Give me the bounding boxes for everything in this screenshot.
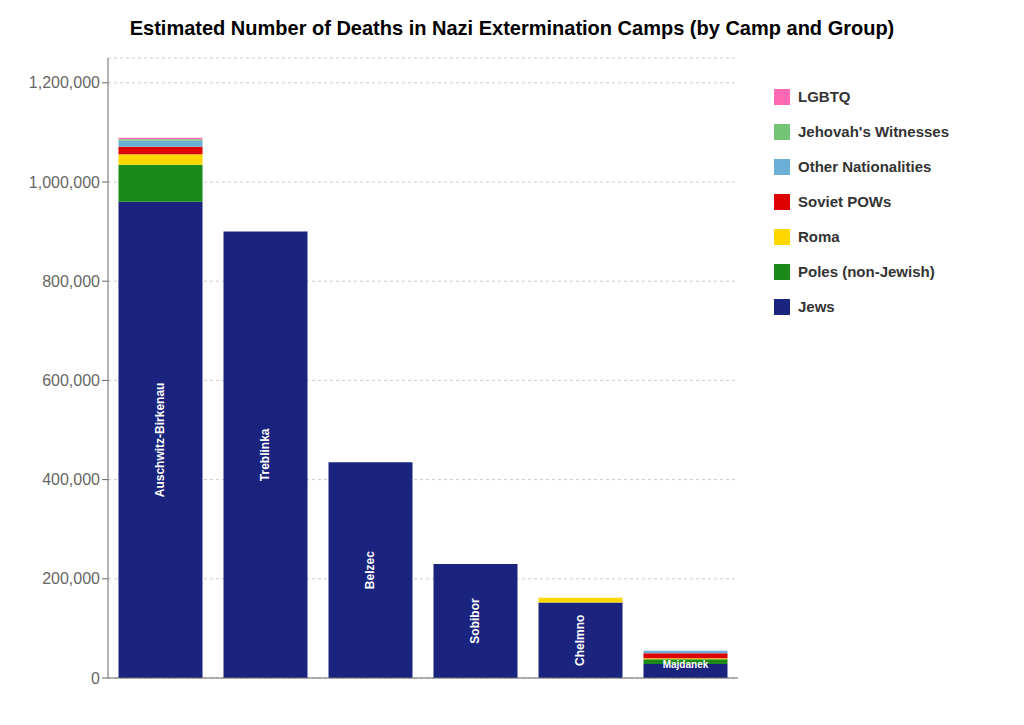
html-text:Jews: Jews bbox=[798, 298, 835, 315]
svg-text:600,000: 600,000 bbox=[42, 372, 100, 389]
html-text:Other Nationalities: Other Nationalities bbox=[798, 158, 932, 175]
svg-text:Auschwitz-Birkenau: Auschwitz-Birkenau bbox=[154, 383, 168, 498]
html-text:Poles (non-Jewish): Poles (non-Jewish) bbox=[798, 263, 935, 280]
html-text:LGBTQ: LGBTQ bbox=[798, 88, 851, 105]
html-text:Estimated Number of Deaths in: Estimated Number of Deaths in Nazi Exter… bbox=[129, 17, 895, 39]
html-text:Soviet POWs: Soviet POWs bbox=[798, 193, 892, 210]
svg-text:0: 0 bbox=[91, 670, 100, 687]
svg-text:Chelmno: Chelmno bbox=[574, 615, 588, 666]
svg-text:Majdanek: Majdanek bbox=[663, 659, 709, 670]
svg-text:1,200,000: 1,200,000 bbox=[29, 74, 100, 91]
html-text:Roma: Roma bbox=[798, 228, 840, 245]
html-text:Jehovah's Witnesses: Jehovah's Witnesses bbox=[798, 123, 949, 140]
svg-text:400,000: 400,000 bbox=[42, 471, 100, 488]
svg-text:800,000: 800,000 bbox=[42, 273, 100, 290]
svg-text:Treblinka: Treblinka bbox=[259, 428, 273, 481]
svg-text:Belzec: Belzec bbox=[364, 551, 378, 589]
svg-text:1,000,000: 1,000,000 bbox=[29, 174, 100, 191]
svg-text:Sobibor: Sobibor bbox=[469, 598, 483, 644]
svg-text:200,000: 200,000 bbox=[42, 570, 100, 587]
